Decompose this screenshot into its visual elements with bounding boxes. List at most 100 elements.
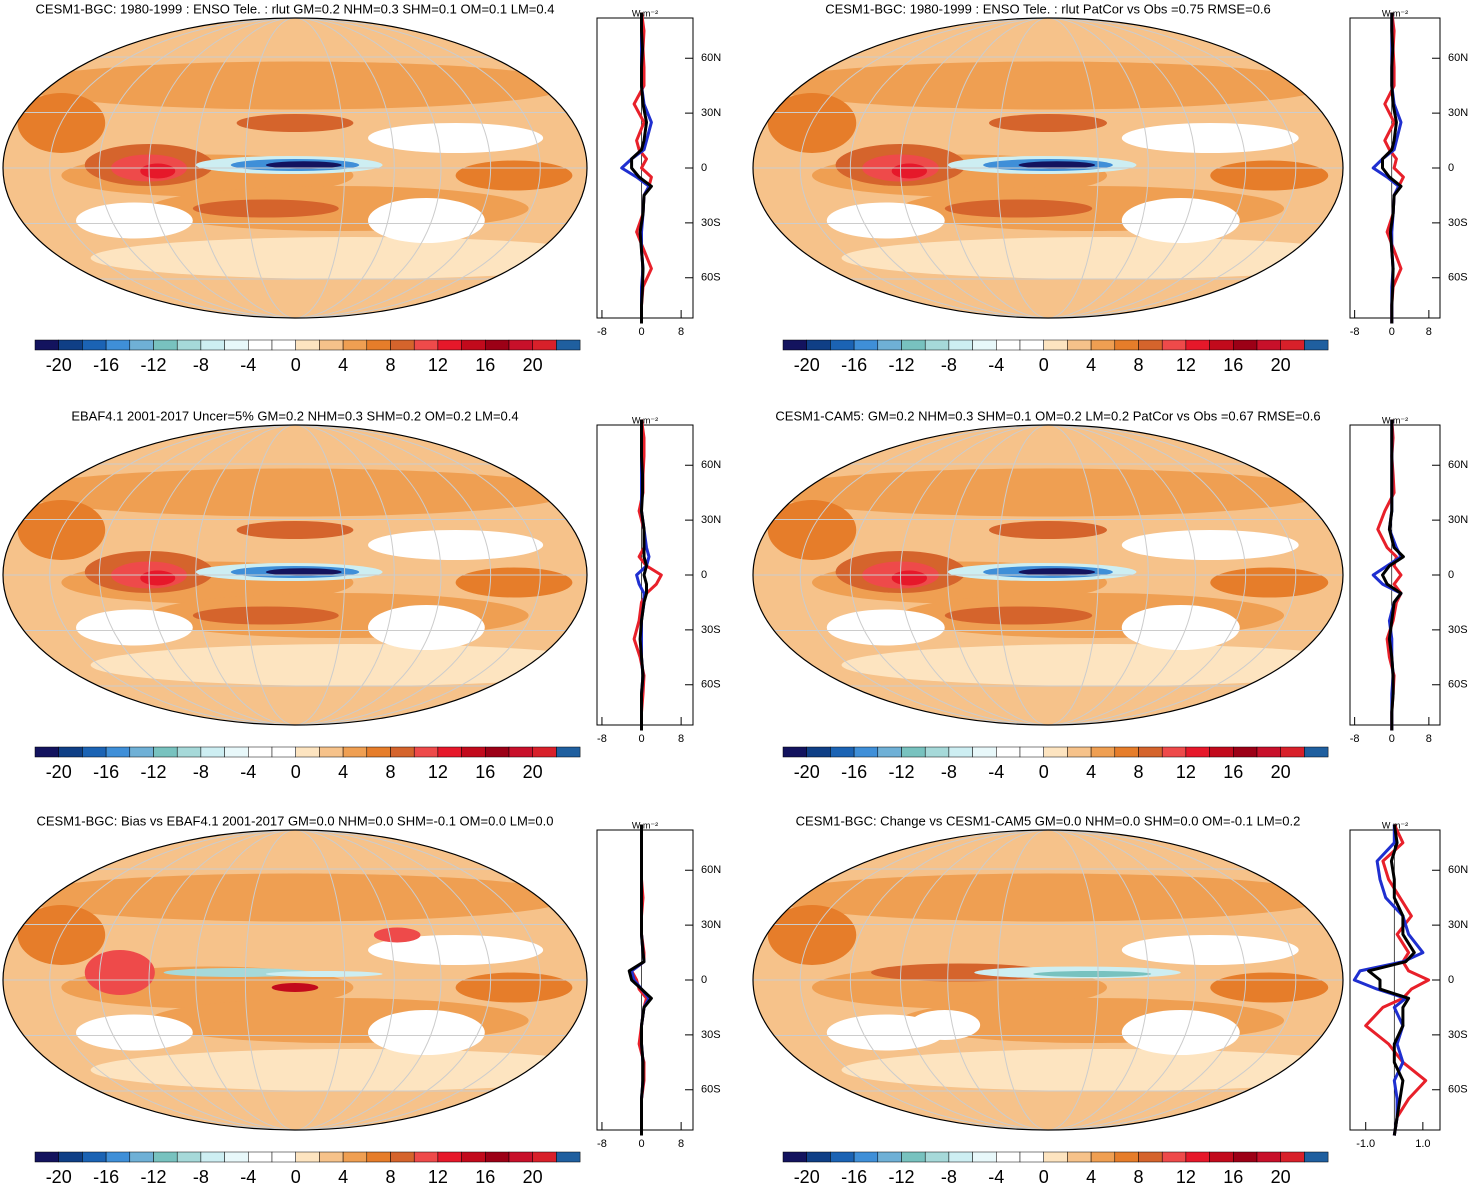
zonal-line xyxy=(1352,824,1425,1136)
colorbar-box xyxy=(853,746,879,758)
map xyxy=(753,18,1343,318)
colorbar-box xyxy=(1209,746,1234,758)
colorbar-box xyxy=(782,339,807,351)
colorbar-box xyxy=(1019,1151,1044,1163)
x-tick-label: 8 xyxy=(678,326,684,338)
colorbar-box xyxy=(1256,339,1281,351)
field-contour xyxy=(1121,1010,1240,1055)
colorbar-box xyxy=(1019,339,1044,351)
field-contour xyxy=(75,1014,193,1051)
colorbar-label: 16 xyxy=(475,1167,495,1187)
colorbar-box xyxy=(34,1151,59,1163)
map-border xyxy=(2,17,588,319)
panel: CESM1-CAM5: GM=0.2 NHM=0.3 SHM=0.1 OM=0.… xyxy=(752,408,1468,782)
field-contour xyxy=(271,983,319,992)
field-contour xyxy=(373,927,421,943)
colorbar-box xyxy=(1280,339,1305,351)
colorbar-box xyxy=(390,1151,415,1163)
colorbar-label: 8 xyxy=(1133,1167,1143,1187)
colorbar-box xyxy=(437,339,462,351)
colorbar-label: 16 xyxy=(475,355,495,375)
map-border xyxy=(2,829,588,1131)
colorbar-label: -16 xyxy=(841,1167,867,1187)
colorbar-box xyxy=(390,339,415,351)
colorbar-label: -16 xyxy=(841,355,867,375)
x-axis-label: W m⁻² xyxy=(632,415,658,425)
colorbar-box xyxy=(224,1151,249,1163)
colorbar-label: -4 xyxy=(240,762,256,782)
colorbar-label: 4 xyxy=(1086,355,1096,375)
colorbar-label: 8 xyxy=(385,1167,395,1187)
x-tick-label: 8 xyxy=(678,1138,684,1150)
field-contour xyxy=(891,570,928,586)
field-contour xyxy=(140,163,176,179)
colorbar-box xyxy=(1043,1151,1068,1163)
colorbar-label: 0 xyxy=(291,1167,301,1187)
field-contour xyxy=(891,163,928,179)
y-tick-label: 30N xyxy=(1448,919,1468,931)
colorbar-box xyxy=(461,1151,486,1163)
field-contour xyxy=(236,521,354,539)
map-border xyxy=(2,424,588,726)
colorbar-box xyxy=(1067,1151,1092,1163)
y-tick-label: 30N xyxy=(1448,514,1468,526)
colorbar-box xyxy=(271,1151,296,1163)
field-contour xyxy=(871,963,1048,982)
colorbar-box xyxy=(806,746,831,758)
field-contour xyxy=(826,202,945,239)
colorbar-label: -4 xyxy=(240,355,256,375)
zonal-line xyxy=(1364,823,1431,1136)
colorbar-box xyxy=(105,1151,131,1163)
field-contour xyxy=(944,606,1093,625)
y-tick-label: 30S xyxy=(1448,624,1468,636)
panel: CESM1-BGC: 1980-1999 : ENSO Tele. : rlut… xyxy=(752,1,1468,375)
y-tick-label: 60N xyxy=(701,459,721,471)
colorbar-label: 20 xyxy=(1271,762,1291,782)
colorbar-box xyxy=(556,339,581,351)
colorbar-label: 8 xyxy=(385,355,395,375)
colorbar-box xyxy=(176,746,202,758)
map xyxy=(3,18,587,318)
field-contour xyxy=(767,468,1329,517)
colorbar-label: -4 xyxy=(988,762,1004,782)
colorbar-box xyxy=(295,1151,320,1163)
panel-title: CESM1-BGC: Change vs CESM1-CAM5 GM=0.0 N… xyxy=(796,813,1301,828)
colorbar-box xyxy=(996,746,1021,758)
colorbar-box xyxy=(901,1151,926,1163)
field-contour xyxy=(944,199,1093,218)
colorbar-box xyxy=(1090,1151,1116,1163)
colorbar-label: 20 xyxy=(1271,1167,1291,1187)
colorbar-box xyxy=(200,1151,225,1163)
panel: CESM1-BGC: Change vs CESM1-CAM5 GM=0.0 N… xyxy=(752,813,1468,1187)
colorbar-box xyxy=(532,1151,557,1163)
colorbar-box xyxy=(996,1151,1021,1163)
colorbar-label: -20 xyxy=(46,1167,72,1187)
colorbar-box xyxy=(972,746,997,758)
colorbar-label: 4 xyxy=(1086,1167,1096,1187)
colorbar-box xyxy=(532,746,557,758)
colorbar-box xyxy=(1090,339,1116,351)
colorbar-label: -12 xyxy=(140,1167,166,1187)
colorbar-box xyxy=(248,746,273,758)
panel: EBAF4.1 2001-2017 Uncer=5% GM=0.2 NHM=0.… xyxy=(2,408,721,782)
colorbar-box xyxy=(1304,339,1329,351)
map-border xyxy=(752,424,1344,726)
field-contour xyxy=(1121,605,1240,650)
colorbar-label: 20 xyxy=(1271,355,1291,375)
field-contour xyxy=(455,567,573,598)
colorbar-box xyxy=(806,339,831,351)
colorbar-box xyxy=(1114,1151,1139,1163)
colorbar-box xyxy=(1280,746,1305,758)
colorbar-label: -12 xyxy=(140,762,166,782)
colorbar-box xyxy=(58,1151,83,1163)
colorbar-box xyxy=(556,746,581,758)
x-tick-label: 0 xyxy=(638,326,644,338)
colorbar-label: 12 xyxy=(1176,762,1196,782)
colorbar-box xyxy=(248,1151,273,1163)
colorbar-box xyxy=(1185,746,1210,758)
colorbar-label: 12 xyxy=(428,762,448,782)
colorbar-label: -16 xyxy=(93,1167,119,1187)
x-tick-label: -8 xyxy=(1350,326,1360,338)
y-tick-label: 30N xyxy=(701,919,721,931)
